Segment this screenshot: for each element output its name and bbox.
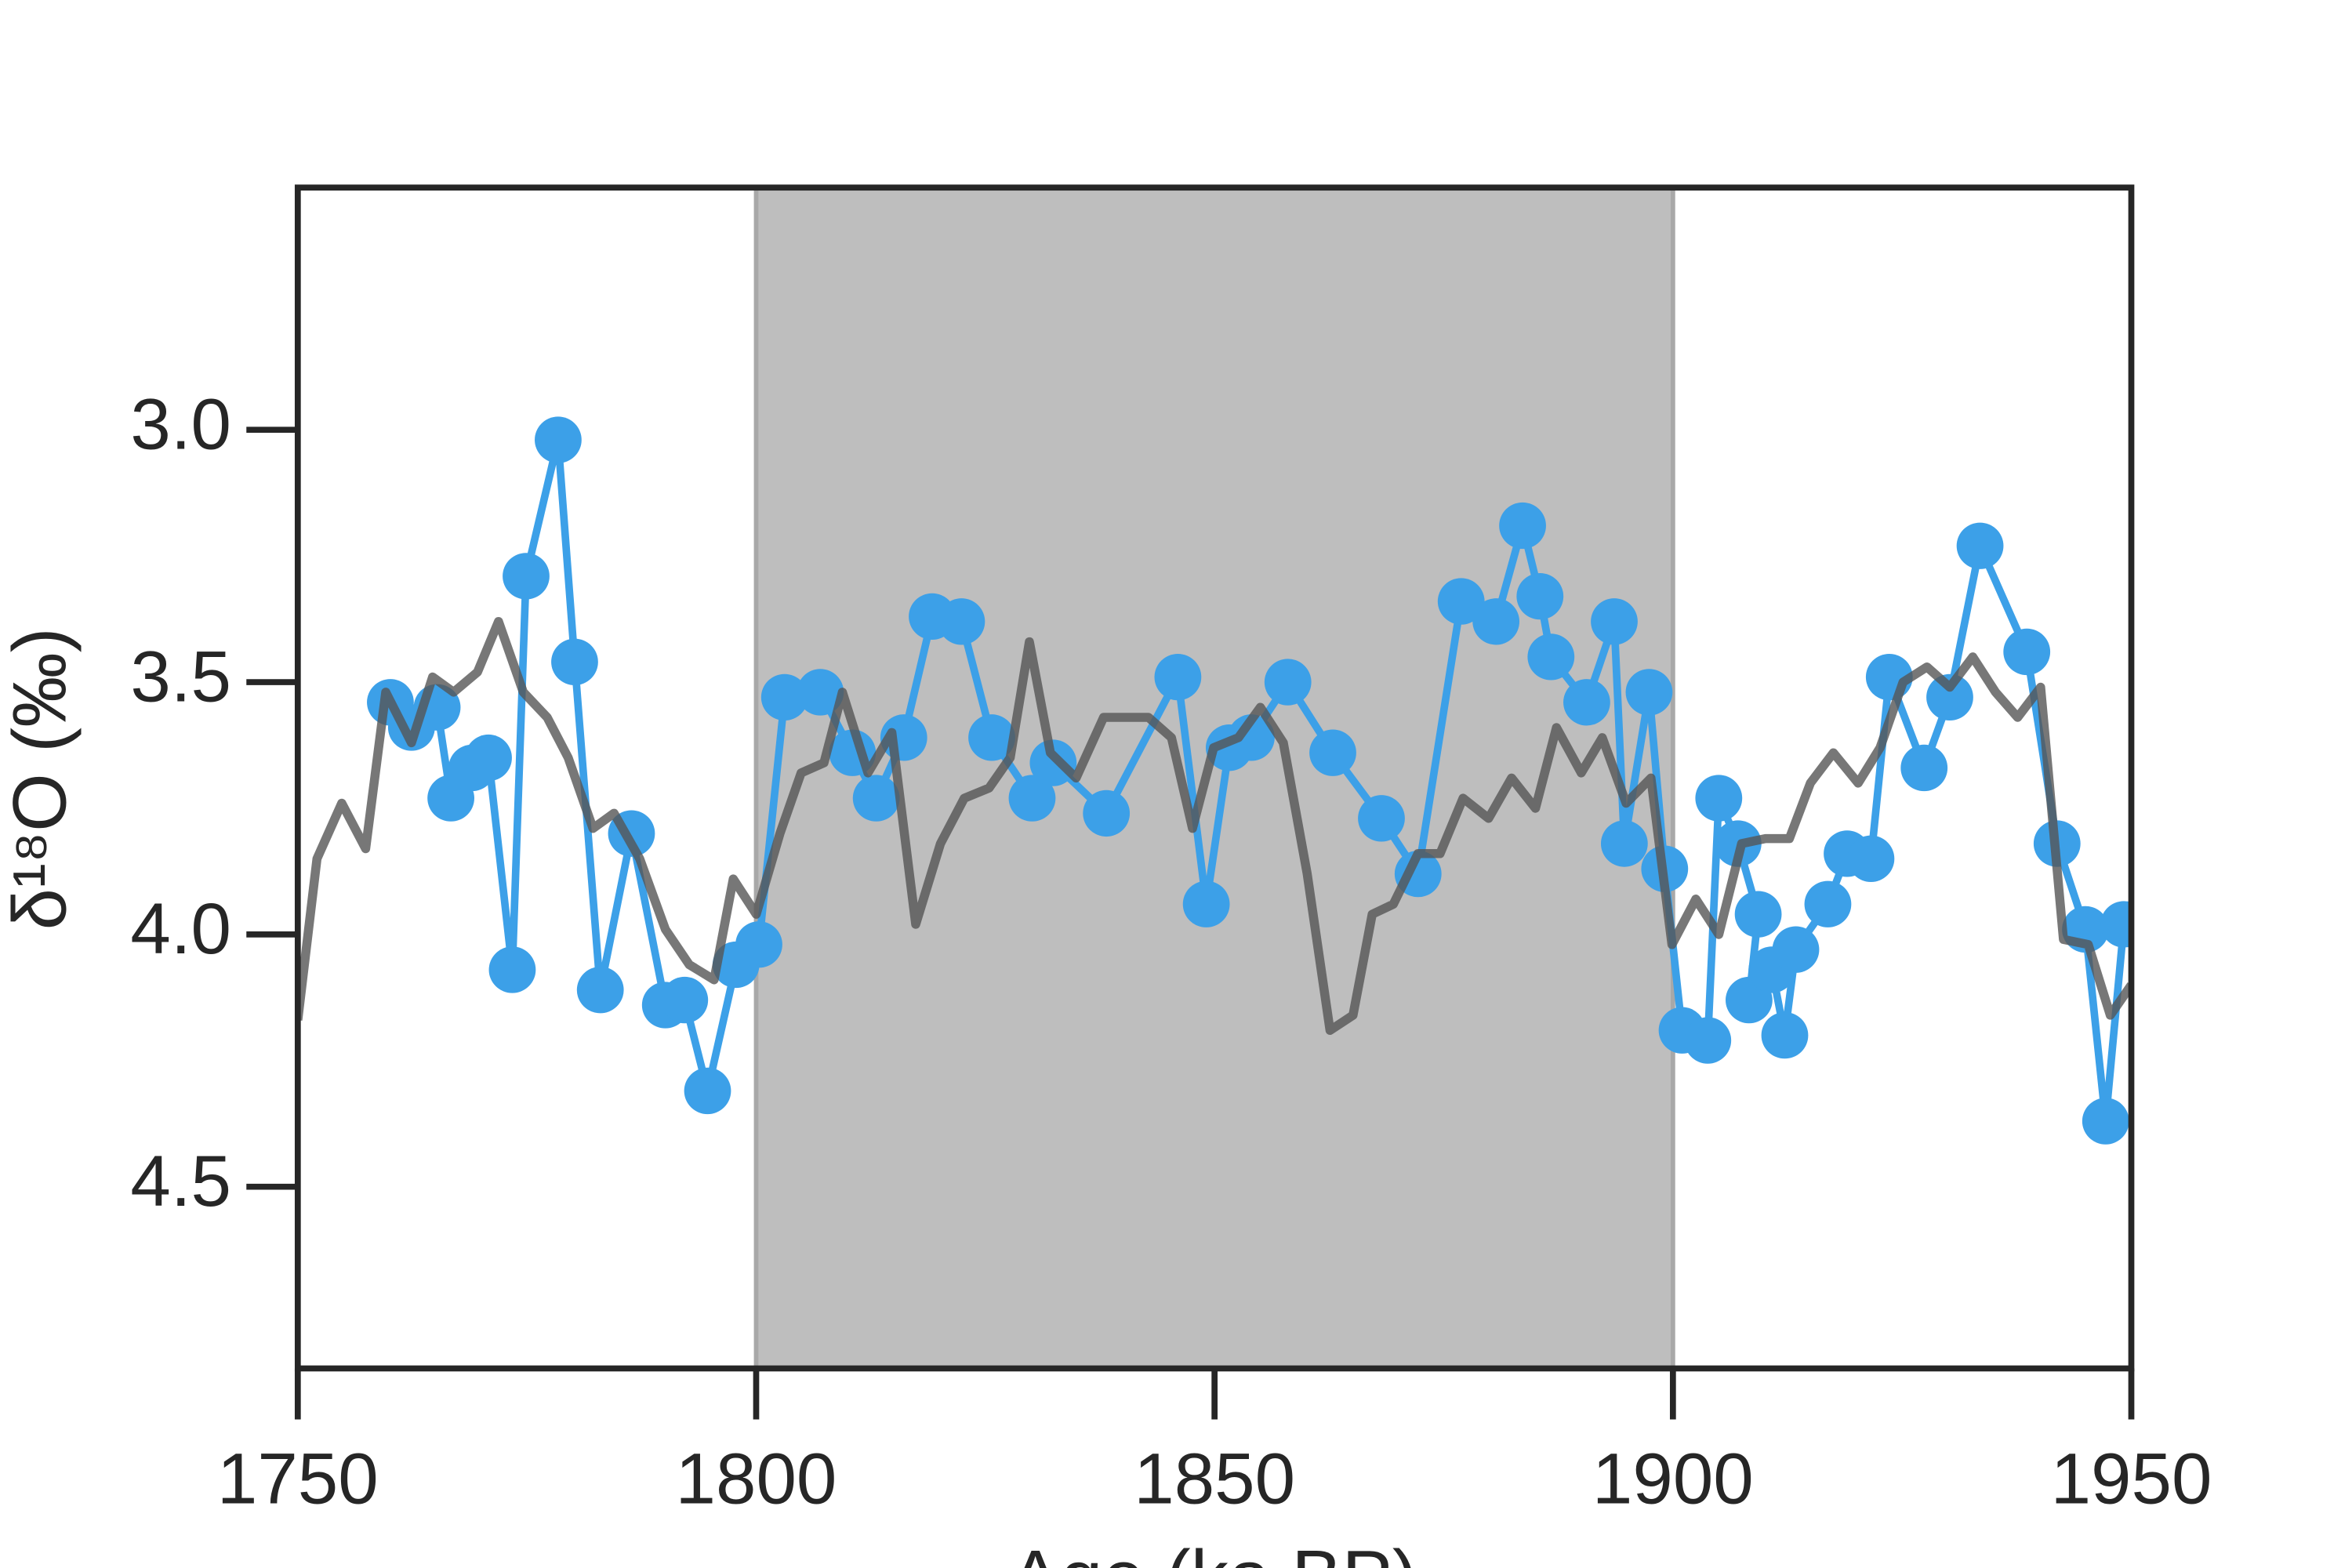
data-point — [1358, 795, 1405, 842]
data-point — [1264, 659, 1312, 706]
data-point — [1591, 598, 1638, 645]
data-point — [1008, 775, 1056, 822]
data-point — [2100, 901, 2132, 948]
data-point — [1029, 739, 1077, 786]
data-point — [760, 673, 808, 721]
data-point — [1309, 729, 1356, 776]
data-point — [1472, 598, 1520, 645]
x-tick-label: 1800 — [676, 1439, 837, 1519]
data-point — [1847, 835, 1895, 882]
data-point — [503, 553, 550, 600]
data-point — [1228, 714, 1275, 761]
data-point — [1684, 1017, 1732, 1064]
data-point — [684, 1067, 731, 1115]
data-point — [661, 976, 709, 1024]
data-point — [535, 416, 582, 463]
data-point — [1437, 578, 1485, 625]
data-point — [1761, 1011, 1809, 1059]
x-tick-label: 1900 — [1592, 1439, 1754, 1519]
series-line — [297, 616, 2132, 1035]
data-point — [1956, 522, 2004, 569]
data-point — [576, 967, 624, 1014]
data-point — [852, 775, 900, 822]
data-point — [1772, 926, 1820, 973]
x-tick-label: 1850 — [1134, 1439, 1295, 1519]
data-point — [1926, 673, 1973, 721]
data-point — [1804, 880, 1852, 927]
data-point — [2003, 628, 2051, 676]
y-tick-label: 3.5 — [130, 637, 231, 717]
data-point — [1600, 820, 1648, 867]
data-point — [1563, 679, 1610, 726]
data-point — [1516, 572, 1564, 620]
x-axis-label: Age (ka BP) — [1010, 1535, 1417, 1568]
data-point — [735, 921, 782, 968]
y-tick-label: 4.5 — [130, 1141, 231, 1221]
data-point — [1083, 789, 1131, 837]
data-point — [968, 714, 1015, 761]
shaded-span — [753, 187, 1675, 1369]
data-point — [1625, 669, 1673, 716]
y-tick-label: 3.0 — [130, 384, 231, 465]
data-point — [465, 734, 512, 782]
data-point — [1154, 653, 1202, 701]
data-point — [797, 669, 844, 716]
plot-area — [297, 187, 2132, 1369]
data-point — [1734, 891, 1782, 938]
x-tick-label: 1950 — [2051, 1439, 2212, 1519]
data-point — [1900, 744, 1948, 792]
data-point — [1695, 775, 1743, 822]
data-point — [1499, 502, 1546, 550]
y-axis-label: δ¹⁸O (‰) — [0, 627, 82, 930]
y-tick-label: 4.0 — [130, 888, 231, 969]
data-point — [938, 598, 985, 645]
data-point — [551, 638, 598, 685]
data-point — [2082, 1098, 2129, 1145]
data-point — [488, 946, 536, 993]
x-tick-label: 1750 — [217, 1439, 379, 1519]
data-point — [1527, 633, 1575, 681]
data-point — [1182, 880, 1230, 927]
